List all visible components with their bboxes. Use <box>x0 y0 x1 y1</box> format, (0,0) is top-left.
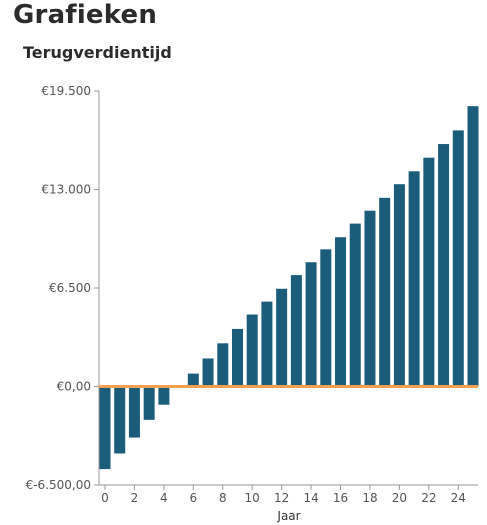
bar <box>99 386 111 470</box>
bar <box>202 358 214 387</box>
bar <box>349 223 361 387</box>
bar <box>364 210 376 387</box>
x-tick-label: 0 <box>101 491 109 505</box>
x-axis: 0 2 4 6 8 10 12 14 16 18 20 22 24 <box>99 484 478 505</box>
bar <box>335 237 347 387</box>
bar <box>423 157 435 387</box>
x-tick-label: 22 <box>421 491 436 505</box>
bar <box>438 144 450 387</box>
bars <box>99 106 479 470</box>
bar <box>158 386 170 405</box>
y-tick-label: €13.000 <box>41 183 91 197</box>
bar <box>393 184 405 387</box>
x-tick-label: 4 <box>160 491 168 505</box>
y-tick-label: €19.500 <box>41 84 91 98</box>
bar <box>114 386 126 454</box>
x-tick-label: 12 <box>274 491 289 505</box>
bar <box>408 171 420 387</box>
x-tick-label: 10 <box>245 491 260 505</box>
bar <box>452 130 464 387</box>
x-tick-label: 24 <box>451 491 466 505</box>
y-axis: €-6.500,00 €0,00 €6.500 €13.000 €19.500 <box>26 84 100 492</box>
y-tick-label: €6.500 <box>49 281 91 295</box>
x-tick-label: 20 <box>392 491 407 505</box>
bar <box>261 301 273 387</box>
x-tick-label: 16 <box>333 491 348 505</box>
bar <box>305 262 317 387</box>
bar <box>320 249 332 387</box>
page-heading: Grafieken <box>13 0 158 30</box>
bar <box>231 328 243 387</box>
y-tick-label: €-6.500,00 <box>26 478 91 492</box>
x-tick-label: 18 <box>362 491 377 505</box>
bar <box>379 197 391 387</box>
bar <box>276 288 288 387</box>
bar <box>290 275 302 387</box>
bar <box>143 386 155 420</box>
x-tick-label: 8 <box>219 491 227 505</box>
bar <box>187 373 199 387</box>
x-tick-label: 2 <box>131 491 139 505</box>
bar <box>217 343 229 387</box>
x-tick-label: 14 <box>303 491 318 505</box>
x-tick-label: 6 <box>189 491 197 505</box>
bar <box>246 314 258 387</box>
bar <box>467 106 479 387</box>
x-axis-label: Jaar <box>276 509 300 523</box>
y-tick-label: €0,00 <box>57 380 91 394</box>
chart-title: Terugverdientijd <box>23 43 172 62</box>
bar <box>128 386 140 438</box>
